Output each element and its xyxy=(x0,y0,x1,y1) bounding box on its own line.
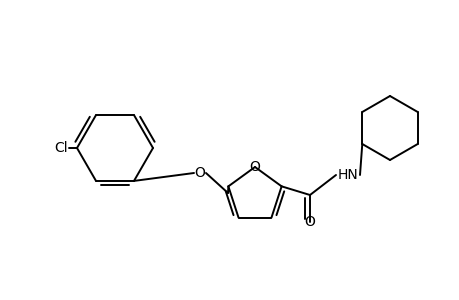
Text: HN: HN xyxy=(337,168,358,182)
Text: Cl: Cl xyxy=(54,141,67,155)
Text: O: O xyxy=(194,166,205,180)
Text: O: O xyxy=(249,160,260,174)
Text: O: O xyxy=(304,215,315,229)
